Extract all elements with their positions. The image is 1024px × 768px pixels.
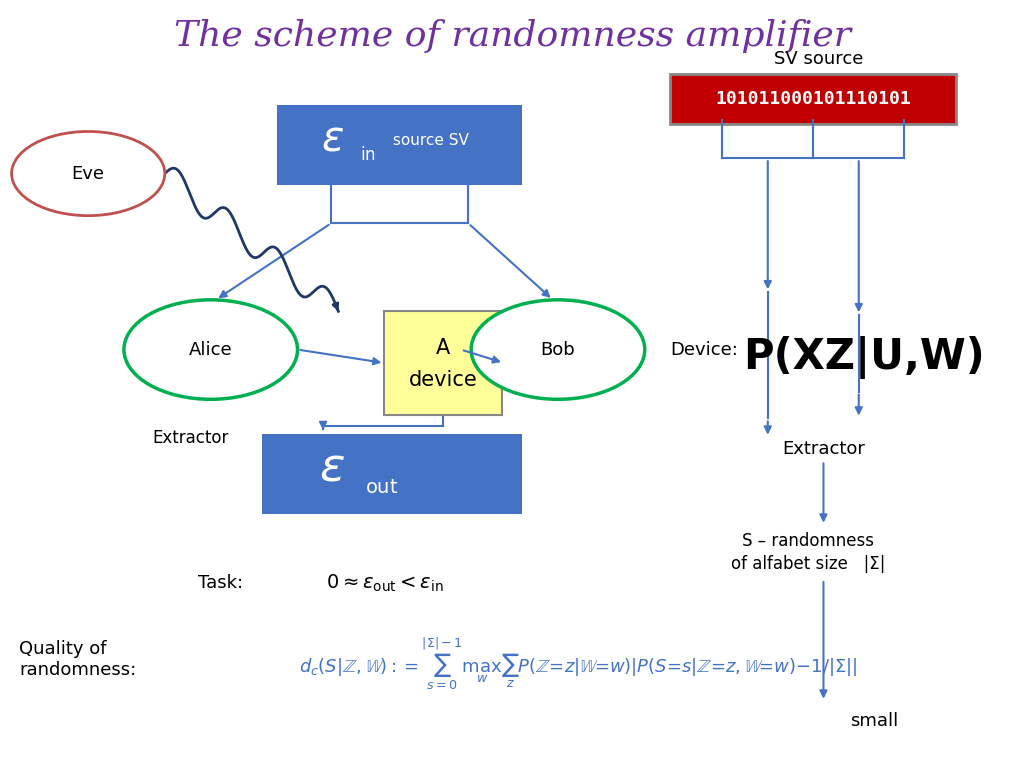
Text: Task:: Task:	[199, 574, 244, 592]
Text: of alfabet size   |Σ|: of alfabet size |Σ|	[731, 554, 886, 573]
Text: Extractor: Extractor	[782, 440, 865, 458]
Text: P(XZ|U,W): P(XZ|U,W)	[743, 336, 985, 379]
FancyBboxPatch shape	[671, 74, 956, 124]
FancyBboxPatch shape	[278, 104, 522, 185]
Text: Alice: Alice	[188, 340, 232, 359]
Ellipse shape	[471, 300, 645, 399]
Text: $\varepsilon$: $\varepsilon$	[322, 118, 344, 160]
Text: $\mathregular{out}$: $\mathregular{out}$	[365, 478, 398, 497]
Text: The scheme of randomness amplifier: The scheme of randomness amplifier	[173, 19, 851, 53]
Text: Device:: Device:	[671, 340, 738, 359]
Text: Extractor: Extractor	[153, 429, 228, 446]
Text: S – randomness: S – randomness	[742, 532, 874, 550]
FancyBboxPatch shape	[262, 434, 522, 514]
Text: Bob: Bob	[541, 340, 575, 359]
Text: Eve: Eve	[72, 164, 104, 183]
Text: $\mathregular{in}$: $\mathregular{in}$	[360, 146, 376, 164]
Text: source SV: source SV	[388, 133, 469, 147]
Ellipse shape	[11, 131, 165, 216]
Text: $d_c(S|\mathbb{Z}, \mathbb{W}) := \sum_{s=0}^{|\Sigma|-1} \max_w \sum_z P(\mathb: $d_c(S|\mathbb{Z}, \mathbb{W}) := \sum_{…	[299, 635, 857, 692]
Text: 101011000101110101: 101011000101110101	[716, 90, 911, 108]
Ellipse shape	[124, 300, 298, 399]
Text: small: small	[850, 712, 899, 730]
FancyBboxPatch shape	[384, 311, 502, 415]
Text: $0 \approx \varepsilon_{\mathrm{out}} < \varepsilon_{\mathrm{in}}$: $0 \approx \varepsilon_{\mathrm{out}} < …	[326, 572, 443, 594]
Text: $\varepsilon$: $\varepsilon$	[319, 445, 345, 490]
Text: Quality of
randomness:: Quality of randomness:	[19, 640, 136, 679]
Text: A: A	[436, 338, 451, 358]
Text: SV source: SV source	[774, 50, 863, 68]
Text: device: device	[409, 369, 477, 390]
